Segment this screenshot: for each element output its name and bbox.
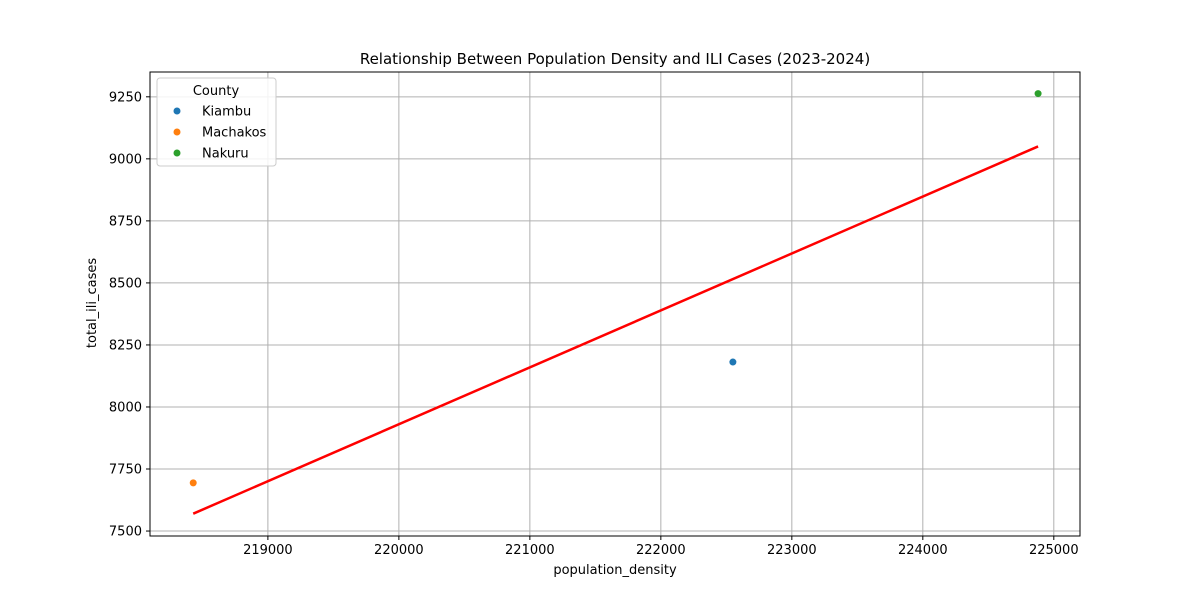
data-point-kiambu — [729, 358, 737, 366]
legend-label-nakuru: Nakuru — [202, 147, 249, 162]
grid — [150, 72, 1080, 536]
data-points — [189, 90, 1042, 487]
y-tick-label: 8250 — [109, 338, 142, 353]
y-tick-label: 7500 — [109, 525, 142, 540]
data-point-nakuru — [1034, 90, 1042, 98]
regression-line — [192, 145, 1039, 515]
legend-label-machakos: Machakos — [202, 126, 267, 141]
legend-label-kiambu: Kiambu — [202, 105, 251, 120]
chart-title: Relationship Between Population Density … — [360, 50, 870, 68]
x-tick-label: 223000 — [767, 543, 817, 558]
y-axis-label: total_ili_cases — [85, 258, 100, 348]
x-tick-label: 225000 — [1029, 543, 1079, 558]
legend-box — [156, 77, 277, 167]
x-tick-label: 219000 — [243, 543, 293, 558]
x-tick-label: 224000 — [898, 543, 948, 558]
y-tick-label: 9250 — [109, 90, 142, 105]
legend-items: Kiambu Machakos Nakuru — [173, 105, 267, 162]
legend: County Kiambu Machakos Nakuru — [156, 77, 277, 167]
y-tick-label: 8500 — [109, 276, 142, 291]
x-axis-label: population_density — [553, 563, 677, 578]
y-tick-label: 8750 — [109, 214, 142, 229]
fit-line-group — [192, 145, 1039, 515]
y-tick-label: 9000 — [109, 152, 142, 167]
legend-marker-machakos — [173, 128, 181, 136]
x-tick-label: 221000 — [505, 543, 555, 558]
y-tick-label: 8000 — [109, 400, 142, 415]
y-tick-label: 7750 — [109, 463, 142, 478]
legend-marker-kiambu — [173, 107, 181, 115]
legend-title: County — [193, 84, 240, 99]
x-tick-label: 220000 — [374, 543, 424, 558]
data-point-machakos — [189, 479, 197, 487]
y-axis-ticks: 7500 7750 8000 8250 8500 8750 9000 9250 — [109, 90, 150, 540]
x-tick-label: 222000 — [636, 543, 686, 558]
x-axis-ticks: 219000 220000 221000 222000 223000 224000 2250… — [243, 536, 1079, 558]
legend-marker-nakuru — [173, 149, 181, 157]
plot-frame — [149, 71, 1081, 537]
